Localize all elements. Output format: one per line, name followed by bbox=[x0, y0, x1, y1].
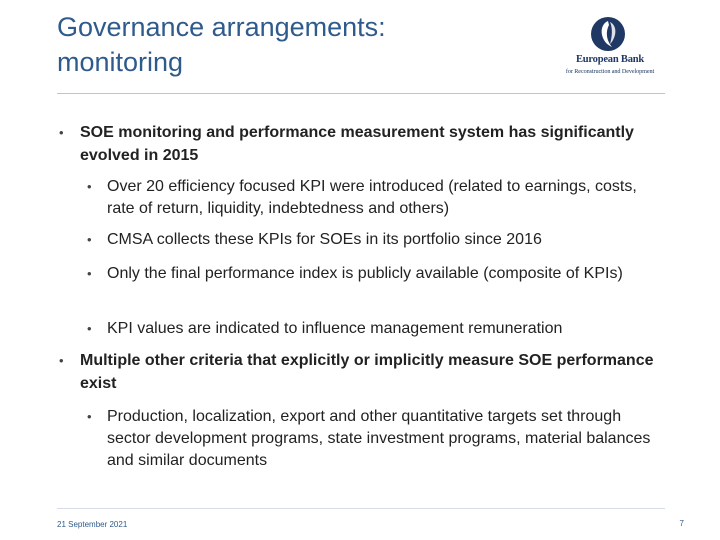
sub-bullet-text: Over 20 efficiency focused KPI were intr… bbox=[107, 178, 637, 217]
footer-date: 21 September 2021 bbox=[57, 520, 128, 529]
bullet-2-text: Multiple other criteria that explicitly … bbox=[80, 352, 654, 392]
bullet-1: • SOE monitoring and performance measure… bbox=[59, 121, 660, 167]
slide-title: Governance arrangements: monitoring bbox=[57, 10, 477, 80]
bullet-1-text: SOE monitoring and performance measureme… bbox=[80, 124, 634, 164]
logo-name: European Bank bbox=[575, 54, 645, 65]
slide-title-line1: Governance arrangements: bbox=[57, 12, 386, 42]
sub-bullet-text: Only the final performance index is publ… bbox=[107, 265, 623, 282]
ebrd-logo: European Bank for Reconstruction and Dev… bbox=[553, 14, 667, 78]
sub-bullet-text: CMSA collects these KPIs for SOEs in its… bbox=[107, 231, 542, 248]
sub-bullet-1-1: • Over 20 efficiency focused KPI were in… bbox=[87, 176, 667, 220]
bullet-dot: • bbox=[87, 409, 92, 424]
sub-bullet-2-1: • Production, localization, export and o… bbox=[87, 406, 667, 472]
bullet-dot: • bbox=[59, 125, 64, 140]
bullet-dot: • bbox=[87, 179, 92, 194]
sub-bullet-1-3: • Only the final performance index is pu… bbox=[87, 263, 667, 285]
logo-tagline: for Reconstruction and Development bbox=[565, 68, 655, 75]
bullet-dot: • bbox=[87, 266, 92, 281]
sub-bullet-1-4: • KPI values are indicated to influence … bbox=[87, 318, 667, 340]
footer-divider bbox=[57, 508, 665, 509]
bullet-2: • Multiple other criteria that explicitl… bbox=[59, 349, 660, 395]
sub-bullet-1-2: • CMSA collects these KPIs for SOEs in i… bbox=[87, 229, 667, 251]
sub-bullet-text: KPI values are indicated to influence ma… bbox=[107, 320, 563, 337]
slide-title-line2: monitoring bbox=[57, 47, 184, 77]
bullet-dot: • bbox=[87, 232, 92, 247]
bullet-dot: • bbox=[59, 353, 64, 368]
page-number: 7 bbox=[679, 519, 684, 528]
ebrd-logo-icon bbox=[591, 17, 625, 51]
header-divider bbox=[57, 93, 665, 94]
bullet-dot: • bbox=[87, 321, 92, 336]
sub-bullet-text: Production, localization, export and oth… bbox=[107, 408, 651, 469]
